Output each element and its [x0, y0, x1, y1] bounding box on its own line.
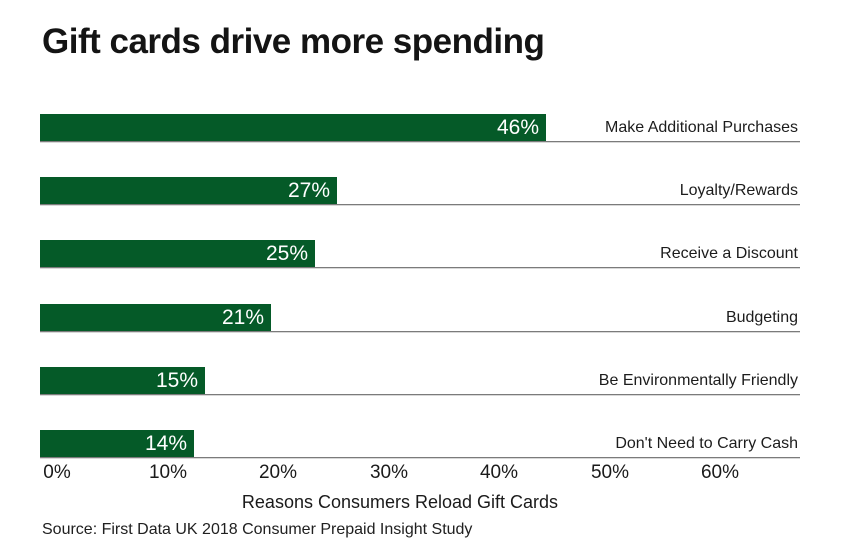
bar-value-label: 15% [155, 369, 198, 392]
row-baseline [40, 267, 800, 269]
category-label: Don't Need to Carry Cash [615, 435, 798, 452]
bar-1: 27% [40, 177, 337, 204]
x-tick-label: 0% [43, 462, 71, 483]
bar-value-label: 21% [221, 306, 264, 329]
row-baseline [40, 457, 800, 459]
bar-value-label: 46% [496, 116, 539, 139]
category-label: Make Additional Purchases [605, 119, 798, 136]
x-tick-label: 50% [590, 462, 630, 483]
row-baseline [40, 331, 800, 333]
chart-title: Gift cards drive more spending [42, 22, 545, 61]
x-tick-label: 40% [479, 462, 519, 483]
row-baseline [40, 204, 800, 206]
category-label: Budgeting [725, 309, 798, 326]
bar-5: 14% [40, 430, 194, 457]
x-tick-label: 20% [258, 462, 298, 483]
bar-2: 25% [40, 240, 315, 267]
row-baseline [40, 141, 800, 143]
x-tick-label: 30% [369, 462, 409, 483]
bar-0: 46% [40, 114, 546, 141]
bar-value-label: 25% [265, 242, 308, 265]
x-tick-label: 60% [700, 462, 740, 483]
category-label: Loyalty/Rewards [679, 182, 798, 199]
x-axis-title: Reasons Consumers Reload Gift Cards [241, 492, 559, 512]
category-label: Be Environmentally Friendly [598, 372, 798, 389]
bar-4: 15% [40, 367, 205, 394]
category-label: Receive a Discount [660, 245, 798, 262]
bar-3: 21% [40, 304, 271, 331]
row-baseline [40, 394, 800, 396]
bar-value-label: 14% [144, 432, 187, 455]
source-note: Source: First Data UK 2018 Consumer Prep… [42, 521, 473, 538]
x-tick-label: 10% [148, 462, 188, 483]
bar-value-label: 27% [287, 179, 330, 202]
